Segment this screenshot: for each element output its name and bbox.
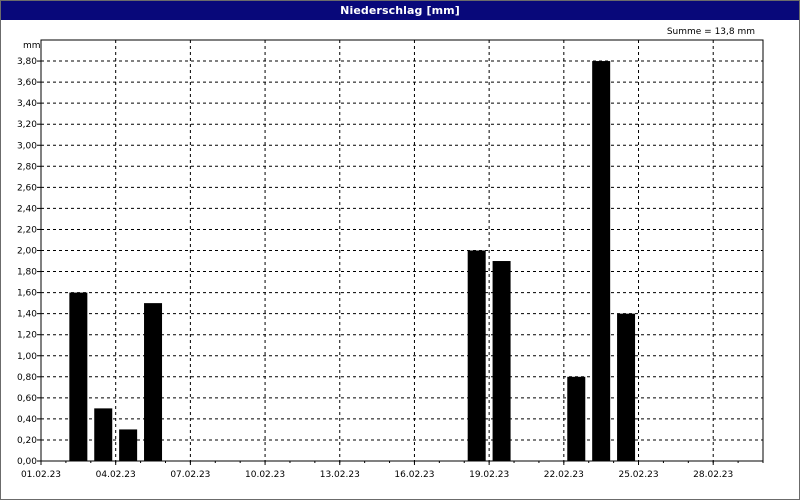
y-axis-ticks: 0,00 0,20 0,40 0,60 0,80 1,00 1,20 1,40 1,60 1,80…	[17, 57, 41, 467]
x-tick-label: 04.02.23	[96, 470, 136, 480]
x-axis-ticks: 01.02.23 04.02.23 07.02.23 10.02.23 13.02.23…	[21, 461, 764, 480]
bar	[119, 429, 138, 461]
bar	[567, 376, 586, 461]
y-tick-label: 2,40	[17, 204, 37, 214]
y-tick-label: 0,20	[17, 436, 37, 446]
y-tick-label: 1,40	[17, 310, 37, 320]
y-tick-label: 3,60	[17, 78, 37, 88]
y-tick-label: 1,00	[17, 352, 37, 362]
x-tick-label: 01.02.23	[21, 470, 61, 480]
y-tick-label: 3,20	[17, 120, 37, 130]
bar	[94, 408, 113, 461]
y-tick-label: 2,60	[17, 183, 37, 193]
y-tick-label: 3,80	[17, 57, 37, 67]
x-tick-label: 25.02.23	[618, 470, 658, 480]
y-tick-label: 2,20	[17, 225, 37, 235]
y-tick-label: 2,00	[17, 247, 37, 257]
sum-label: Summe = 13,8 mm	[666, 27, 755, 37]
bar	[617, 313, 636, 461]
bar	[467, 250, 486, 461]
y-tick-label: 0,60	[17, 394, 37, 404]
bar	[492, 261, 511, 461]
y-tick-label: 0,40	[17, 415, 37, 425]
y-tick-label: 3,40	[17, 99, 37, 109]
x-tick-label: 19.02.23	[469, 470, 509, 480]
y-tick-label: 3,00	[17, 141, 37, 151]
y-tick-label: 1,80	[17, 268, 37, 278]
bar	[69, 292, 88, 461]
x-tick-label: 13.02.23	[320, 470, 360, 480]
y-axis-unit-label: mm	[23, 41, 41, 51]
bar	[592, 61, 611, 462]
bar	[144, 303, 163, 461]
y-tick-label: 2,80	[17, 162, 37, 172]
x-tick-label: 10.02.23	[245, 470, 285, 480]
y-tick-label: 0,80	[17, 373, 37, 383]
bars	[69, 61, 636, 462]
x-tick-label: 28.02.23	[693, 470, 733, 480]
y-tick-label: 1,60	[17, 289, 37, 299]
y-tick-label: 0,00	[17, 457, 37, 467]
x-tick-label: 07.02.23	[170, 470, 210, 480]
x-tick-label: 22.02.23	[544, 470, 584, 480]
window-title: Niederschlag [mm]	[1, 1, 799, 20]
x-tick-label: 16.02.23	[394, 470, 434, 480]
grid-lines	[41, 40, 763, 461]
y-tick-label: 1,20	[17, 331, 37, 341]
